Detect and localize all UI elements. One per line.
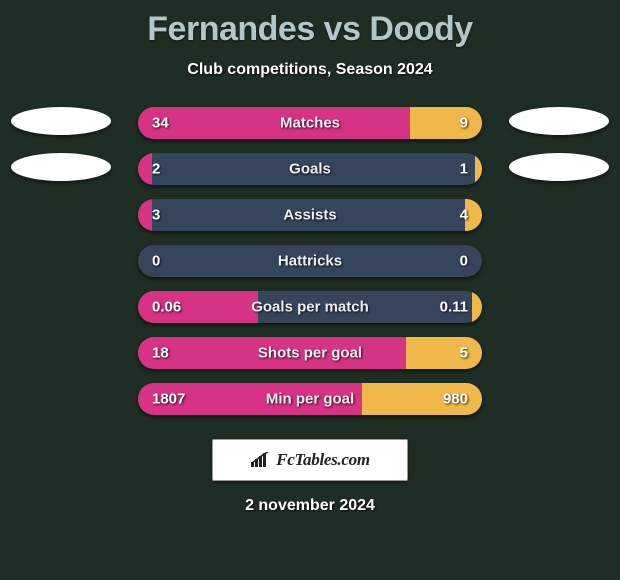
stat-metric-label: Min per goal [266, 391, 354, 408]
chart-icon [250, 452, 270, 468]
stat-bar-fill-right [410, 107, 482, 139]
stat-bar-fill-left [138, 107, 410, 139]
stat-value-left: 0 [152, 253, 160, 270]
stat-value-left: 2 [152, 161, 160, 178]
site-badge: FcTables.com [212, 439, 408, 481]
stat-value-left: 3 [152, 207, 160, 224]
stat-bar: 0 0 Hattricks [138, 245, 482, 277]
stat-value-right: 0.11 [440, 299, 468, 316]
stat-metric-label: Matches [280, 115, 340, 132]
stat-bar: 0.06 0.11 Goals per match [138, 291, 482, 323]
stat-value-right: 0 [460, 253, 468, 270]
player-photo-slot [509, 107, 609, 135]
stat-metric-label: Hattricks [278, 253, 342, 270]
player-photo-column-right [504, 107, 614, 181]
stat-metric-label: Assists [283, 207, 336, 224]
player-photo-slot [11, 107, 111, 135]
stat-value-left: 1807 [152, 391, 185, 408]
snapshot-date: 2 november 2024 [0, 497, 620, 515]
stat-bar-fill-right [406, 337, 482, 369]
stat-bar: 3 4 Assists [138, 199, 482, 231]
stat-bar-fill-right [475, 153, 482, 185]
stat-bar: 2 1 Goals [138, 153, 482, 185]
stat-value-right: 5 [460, 345, 468, 362]
comparison-content: 349Matches21Goals34Assists00Hattricks0.0… [0, 107, 620, 415]
stat-bar-fill-right [472, 291, 482, 323]
stat-bars-container: 349Matches21Goals34Assists00Hattricks0.0… [138, 107, 482, 415]
stat-bar-fill-left [138, 153, 152, 185]
stat-bar-fill-left [138, 199, 152, 231]
page-title: Fernandes vs Doody [0, 0, 620, 49]
stat-bar: 34 9 Matches [138, 107, 482, 139]
stat-value-left: 18 [152, 345, 169, 362]
stat-metric-label: Goals [289, 161, 331, 178]
player-photo-slot [509, 153, 609, 181]
stat-metric-label: Shots per goal [258, 345, 362, 362]
stat-value-left: 34 [152, 115, 169, 132]
site-label: FcTables.com [276, 450, 370, 470]
page-subtitle: Club competitions, Season 2024 [0, 61, 620, 79]
stat-value-left: 0.06 [152, 299, 181, 316]
player-photo-column-left [6, 107, 116, 181]
stat-value-right: 980 [443, 391, 468, 408]
stat-bar: 1807 980 Min per goal [138, 383, 482, 415]
stat-value-right: 4 [460, 207, 468, 224]
stat-metric-label: Goals per match [251, 299, 369, 316]
stat-bar: 18 5 Shots per goal [138, 337, 482, 369]
player-photo-slot [11, 153, 111, 181]
stat-value-right: 9 [460, 115, 468, 132]
stat-value-right: 1 [460, 161, 468, 178]
